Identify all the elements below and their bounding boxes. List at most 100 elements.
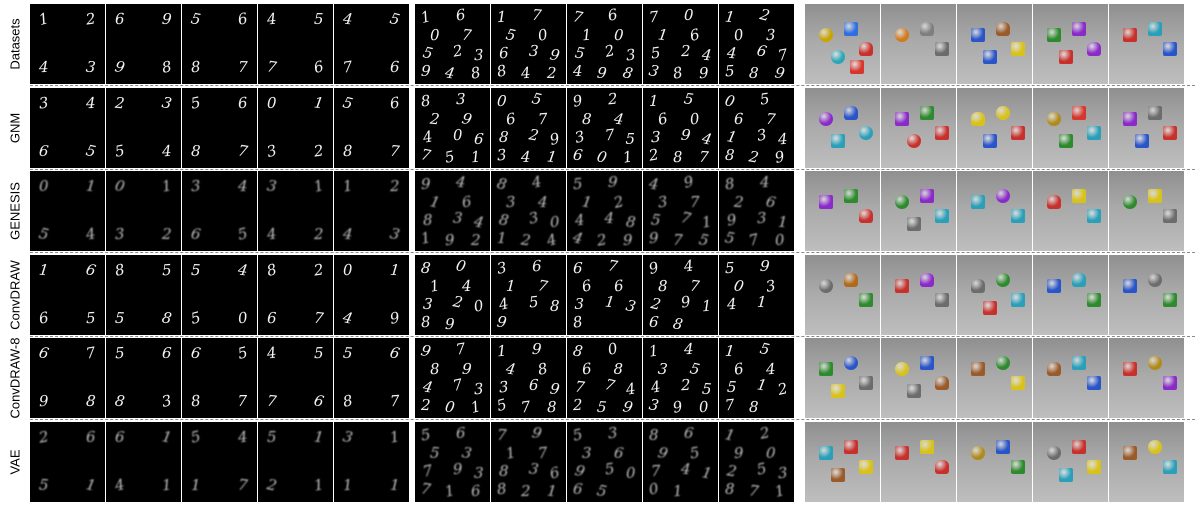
digit-glyph: 7 [341,57,354,77]
digit-glyph: 4 [83,224,97,244]
cube-object [920,439,934,454]
digit-glyph: 0 [732,276,746,296]
digit-glyph: 6 [579,276,594,296]
digit-glyph: 9 [572,460,587,481]
digit-glyph: 8 [159,57,173,77]
digit-glyph: 1 [672,482,684,501]
digit-glyph: 1 [503,443,518,463]
digit-glyph: 6 [472,129,484,149]
digit-glyph: 8 [671,314,685,335]
cube-object [1011,126,1025,141]
cube-object [844,439,858,454]
digit-glyph: 5 [649,210,662,230]
digit-glyph: 2 [312,260,325,280]
digit-glyph: 5 [83,141,98,161]
digit-glyph: 0 [613,25,624,45]
digit-glyph: 1 [84,176,97,196]
digit-glyph: 7 [454,339,468,359]
digit-glyph: 0 [595,147,609,168]
digit-glyph: 0 [429,25,440,45]
digit-sample: 5 6 8 7 [334,338,409,418]
scene-sample [805,255,880,335]
digit-glyph: 4 [443,63,457,84]
cube-object [906,217,921,232]
row-label: GENESIS [0,171,30,251]
cube-object [1122,446,1137,460]
digit-glyph: 4 [544,230,559,251]
digit-glyph: 8 [342,141,353,161]
digit-glyph: 9 [160,9,172,29]
digit-glyph: 7 [236,141,249,161]
scene-sample [1109,4,1184,84]
digit-glyph: 5 [504,25,518,45]
digit-glyph: 1 [342,475,354,495]
digit-glyph: 8 [341,391,355,411]
cube-object [1011,293,1025,308]
row-label: Datasets [0,4,30,84]
digit-glyph: 8 [648,426,659,445]
digit-glyph: 8 [113,260,127,280]
digit-glyph: 1 [581,25,593,45]
digit-glyph: 7 [678,208,693,228]
sphere-object [1148,355,1162,370]
digit-glyph: 9 [679,125,692,145]
digit-glyph: 5 [235,224,249,244]
digit-glyph: 7 [603,125,616,145]
digit-glyph: 5 [266,427,277,447]
digit-glyph: 3 [421,294,433,313]
digit-glyph: 8 [624,212,637,232]
cyl-object [935,460,949,475]
cube-object [1072,105,1086,120]
digit-glyph: 7 [606,256,620,276]
digit-glyph: 4 [237,176,248,196]
digit-glyph: 8 [419,91,432,111]
digit-glyph: 8 [420,258,432,278]
cube-object [1163,209,1177,224]
scene-sample [957,422,1032,502]
row-separator [30,85,1195,86]
scene-sample [957,255,1032,335]
digit-glyph: 9 [113,57,127,77]
digit-glyph: 3 [572,126,586,147]
digit-glyph: 5 [649,43,662,63]
sphere-object [844,355,858,370]
digit-glyph: 8 [160,308,173,328]
digit-glyph: 4 [420,126,434,147]
digit-glyph: 6 [189,343,202,363]
row-label: VAE [0,422,30,502]
digit-glyph: 8 [724,479,735,499]
scene-sample [805,171,880,251]
cube-object [935,209,949,224]
digit-glyph: 2 [470,231,482,250]
scene-sample [805,338,880,418]
digit-glyph: 4 [461,276,472,296]
digit-glyph: 8 [495,479,508,499]
cube-object [1122,362,1137,376]
digit-sample: 8 5 5 8 [106,255,181,335]
digit-glyph: 5 [700,379,712,399]
digit-glyph: 5 [189,9,203,29]
digit-glyph: 0 [698,398,710,417]
digit-glyph: 9 [648,228,659,248]
digit-glyph: 8 [657,276,668,296]
digit-glyph: 7 [83,343,97,363]
cube-object [1087,460,1101,475]
cube-object [894,112,909,126]
digit-glyph: 6 [266,308,277,328]
digit-glyph: 9 [773,147,787,168]
digit-glyph: 8 [723,174,736,195]
digit-glyph: 2 [647,145,660,165]
cube-object [1163,460,1177,475]
digit-glyph: 9 [451,459,463,479]
cube-object [1072,355,1086,370]
digit-glyph: 3 [473,463,484,483]
digit-sample: 5 4 1 7 [182,422,257,502]
digit-glyph: 8 [494,61,509,81]
cube-object [830,134,845,149]
digit-glyph: 7 [648,7,660,27]
